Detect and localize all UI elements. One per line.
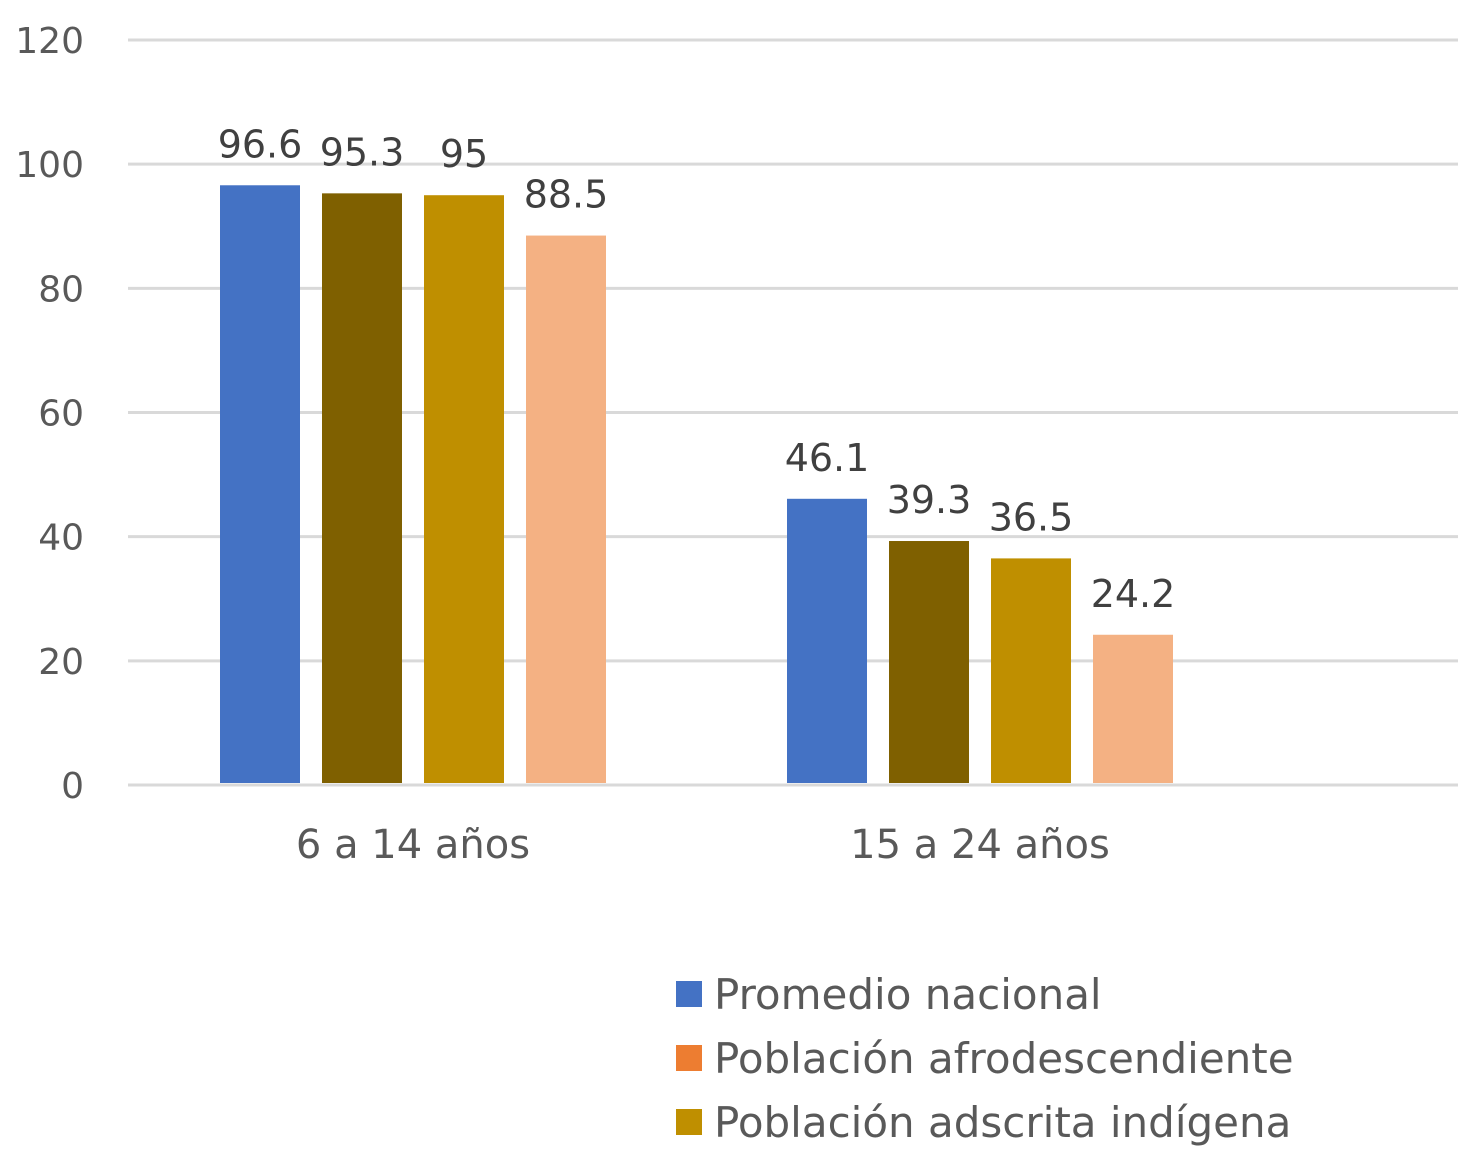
legend-swatch [676,1109,702,1135]
x-axis-categories: 6 a 14 años 15 a 24 años [296,822,1110,868]
legend-item-promedio: Promedio nacional [676,962,1294,1026]
category-label: 6 a 14 años [296,822,530,868]
data-label: 36.5 [989,495,1074,539]
bar [322,193,402,784]
legend: Promedio nacional Población afrodescendi… [676,962,1294,1154]
bar [991,558,1071,783]
data-label: 88.5 [524,173,609,217]
data-label: 95 [440,132,488,176]
legend-label: Población afrodescendiente [714,1033,1294,1083]
y-tick-label: 20 [38,642,84,683]
legend-label: Promedio nacional [714,969,1102,1019]
data-label: 95.3 [320,130,405,174]
bar [889,541,969,783]
bar [787,498,867,783]
bar-chart: 0 20 40 60 80 100 120 96.6 95.3 95 88.5 46.1 39.3 36… [15,21,1458,868]
y-tick-label: 0 [61,766,84,807]
category-label: 15 a 24 años [850,822,1110,868]
data-label: 24.2 [1091,572,1176,616]
legend-item-afro: Población afrodescendiente [676,1026,1294,1090]
y-tick-label: 60 [38,394,84,435]
y-tick-label: 100 [15,145,84,186]
legend-label: Población adscrita indígena [714,1097,1292,1147]
bar [526,235,606,783]
bar [220,185,300,783]
bar [424,195,504,784]
legend-swatch [676,981,702,1007]
legend-item-indigena: Población adscrita indígena [676,1090,1294,1154]
bar [1093,634,1173,783]
y-axis-ticks: 0 20 40 60 80 100 120 [15,21,84,807]
data-label: 96.6 [218,122,303,166]
bars [220,185,1173,784]
data-label: 46.1 [785,436,870,480]
legend-swatch [676,1045,702,1071]
y-tick-label: 40 [38,518,84,559]
y-tick-label: 120 [15,21,84,62]
data-labels: 96.6 95.3 95 88.5 46.1 39.3 36.5 24.2 [218,122,1176,615]
data-label: 39.3 [887,478,972,522]
y-tick-label: 80 [38,269,84,310]
